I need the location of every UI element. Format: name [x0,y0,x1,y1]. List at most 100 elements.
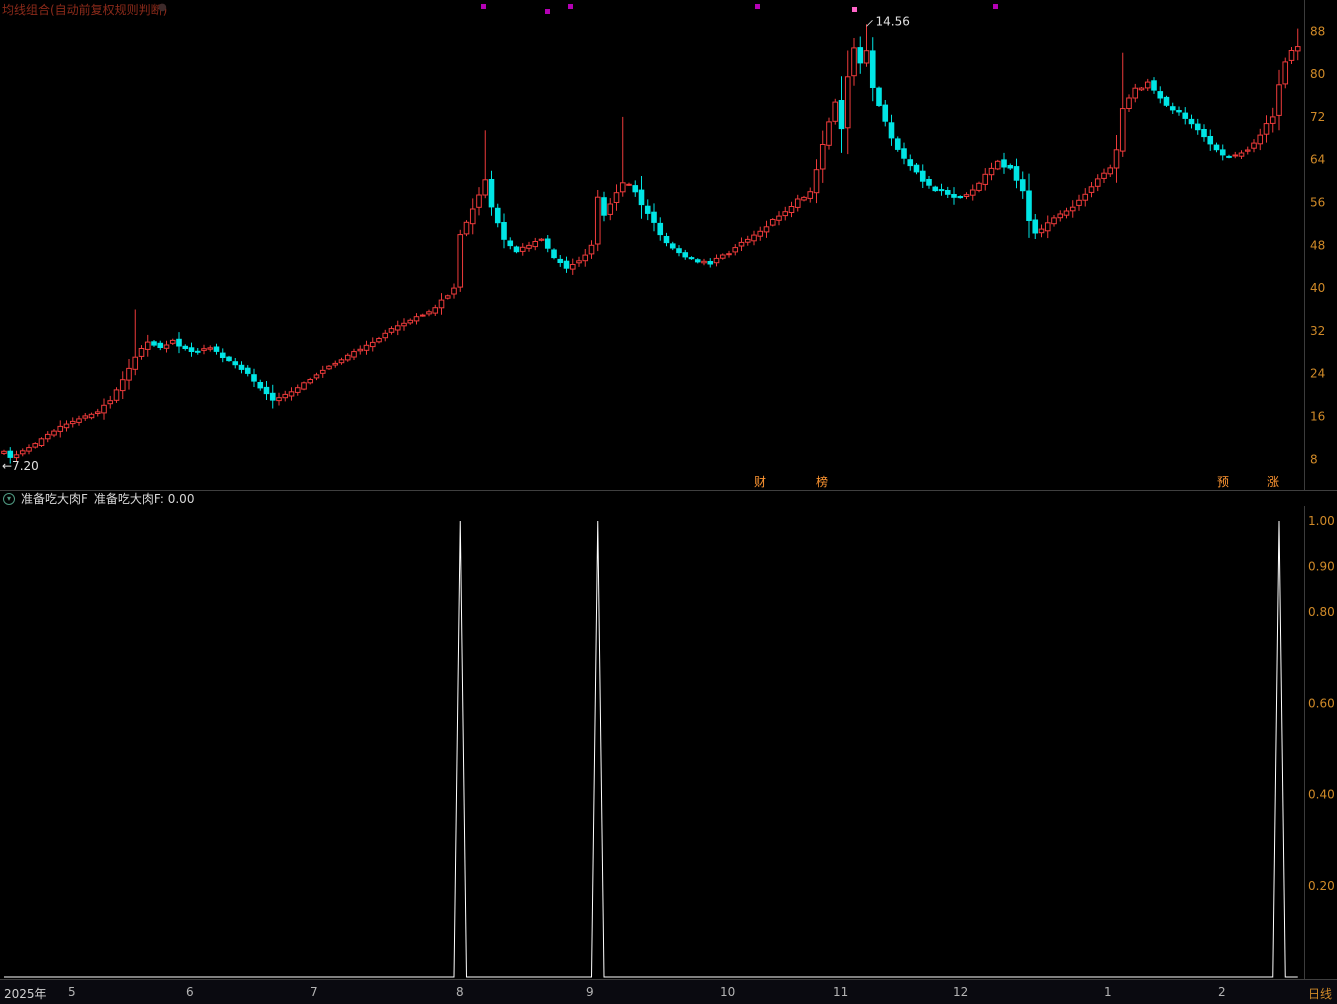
candle [163,340,170,353]
candle [1244,146,1251,155]
candle [1207,129,1214,151]
candle [1126,94,1132,112]
candle [301,381,307,391]
candle [669,241,676,251]
candle [857,36,864,74]
price-axis-label: 80 [1310,67,1325,81]
candle [1082,188,1089,207]
candle [876,86,882,107]
candle [888,114,895,146]
candle [7,447,14,464]
event-flag[interactable]: 榜 [816,474,828,489]
signal-marker-icon [852,7,857,12]
candle [1213,142,1220,153]
month-label: 2 [1218,985,1226,999]
candle [444,294,451,300]
time-axis[interactable]: 2025年 日线 5 6 7 8 9 10 11 12 1 2 [0,979,1337,1004]
signal-marker-icon [481,4,486,9]
collapse-panel-icon[interactable]: ▾ [3,492,15,505]
price-axis-label: 64 [1310,153,1325,167]
candle [563,256,570,273]
candle [801,195,807,202]
candle [144,334,151,357]
event-flag[interactable]: 预 [1217,475,1229,489]
low-price-annotation: ←7.20 [2,459,39,473]
indicator-title[interactable]: 准备吃大肉F [21,492,88,506]
candle [332,360,339,368]
candle [288,387,295,401]
candle [294,384,301,396]
candle [1132,83,1139,103]
candle [1057,210,1064,222]
candlestick-chart[interactable]: 88 80 72 64 56 48 40 32 24 16 8 14.56 ←7.20 财 榜 预 涨 [0,0,1337,490]
candle [76,415,82,426]
period-label[interactable]: 日线 [1308,987,1333,1001]
candle [1276,69,1282,131]
price-axis-label: 48 [1310,238,1325,252]
candle [632,180,639,197]
candle [1094,174,1101,192]
candle [507,237,514,250]
candle [82,413,89,421]
candle [819,130,826,183]
candle [244,365,251,377]
candle [32,442,39,449]
candle [869,37,876,102]
candle [1051,215,1057,227]
candle [457,229,464,292]
candle [394,320,401,336]
candle [544,235,551,253]
candle [676,245,682,257]
candle [1063,207,1070,219]
month-label: 8 [456,985,464,999]
candle [176,332,182,354]
candle [963,192,970,200]
indicator-axis-label: 0.90 [1308,560,1335,574]
event-flag[interactable]: 涨 [1267,474,1279,489]
candle [688,256,695,260]
candle [494,203,501,228]
price-axis-label: 40 [1310,281,1325,295]
candle [269,384,276,409]
candle [1176,106,1182,116]
price-axis-label: 16 [1310,410,1325,424]
candle [894,136,901,152]
price-axis-label: 8 [1310,452,1318,466]
candle [769,218,776,227]
candle [1269,107,1276,133]
candle [1251,139,1257,153]
candle [326,365,332,370]
candle [569,258,576,275]
candle [238,361,245,374]
candle [426,309,432,317]
candle [794,194,801,212]
chart-title: 均线组合(自动前复权规则判断) [2,3,168,17]
candle [988,162,995,181]
candle [194,348,201,355]
candle [1226,154,1232,159]
signal-marker-icon [568,4,573,9]
candle [182,344,189,351]
candle [132,309,139,376]
candle [482,130,489,199]
candle [419,313,426,317]
event-flag[interactable]: 财 [754,475,766,489]
candle [782,206,789,221]
candle [1194,118,1201,135]
candle [719,253,726,260]
candle [476,187,482,216]
candle [151,340,157,347]
indicator-chart[interactable]: 1.00 0.90 0.80 0.60 0.40 0.20 [0,506,1337,979]
candle [169,338,176,345]
candle [844,50,851,155]
candle [694,258,701,264]
candle [1163,95,1170,107]
candle [38,437,45,447]
candle [1263,115,1270,143]
candle [1288,47,1295,64]
candle [757,226,764,241]
candle [26,444,32,455]
candle [526,241,532,252]
indicator-legend: 准备吃大肉F: 0.00 [93,492,195,506]
candle [1201,124,1207,142]
